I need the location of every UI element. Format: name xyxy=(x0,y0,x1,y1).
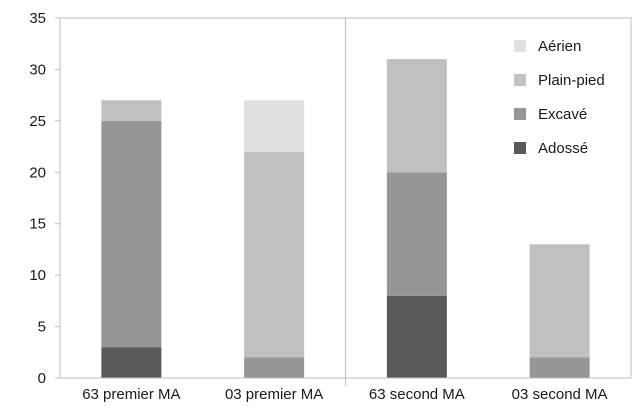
bar-segment xyxy=(529,357,590,378)
y-tick-label: 15 xyxy=(29,216,46,233)
legend-swatch xyxy=(514,108,526,120)
legend-label: Plain-pied xyxy=(538,72,605,89)
y-tick-label: 25 xyxy=(29,113,46,130)
bar-segment xyxy=(386,295,447,378)
legend-swatch xyxy=(514,74,526,86)
legend-swatch xyxy=(514,40,526,52)
plot-frame xyxy=(59,17,632,386)
x-axis: 63 premier MA 03 premier MA 63 second MA 03… xyxy=(82,386,607,403)
legend-label: Excavé xyxy=(538,106,587,123)
bar-segment xyxy=(101,120,162,348)
x-tick-label: 63 premier MA xyxy=(82,386,180,403)
bar-segment xyxy=(529,244,590,358)
y-tick-label: 30 xyxy=(29,61,46,78)
legend-label: Adossé xyxy=(538,140,588,157)
legend: Aérien Plain-pied Excavé Adossé xyxy=(514,38,605,157)
bar-segment xyxy=(101,100,162,121)
legend-label: Aérien xyxy=(538,38,581,55)
y-tick-label: 35 xyxy=(29,10,46,27)
legend-swatch xyxy=(514,142,526,154)
y-tick-label: 20 xyxy=(29,164,46,181)
bar-segment xyxy=(386,172,447,296)
y-tick-label: 5 xyxy=(38,319,46,336)
bar-segment xyxy=(386,59,447,173)
bar-segment xyxy=(244,357,305,378)
x-tick-label: 03 second MA xyxy=(512,386,608,403)
x-tick-label: 63 second MA xyxy=(369,386,465,403)
bar-segment xyxy=(101,347,162,378)
bar-segment xyxy=(244,151,305,358)
bars-layer xyxy=(101,59,590,378)
y-tick-label: 10 xyxy=(29,267,46,284)
y-tick-label: 0 xyxy=(38,370,46,387)
y-axis: 0 5 10 15 20 25 30 35 xyxy=(29,10,60,387)
x-tick-label: 03 premier MA xyxy=(225,386,323,403)
bar-segment xyxy=(244,100,305,152)
